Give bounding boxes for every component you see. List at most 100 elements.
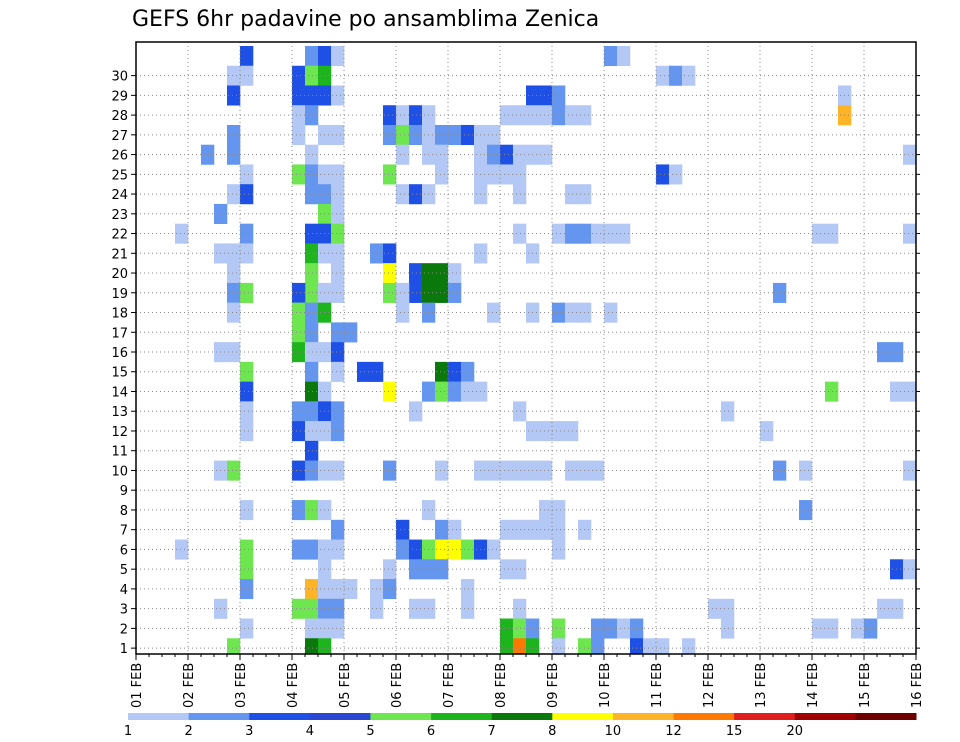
heatmap-cell xyxy=(448,361,462,382)
y-tick-label: 18 xyxy=(111,307,128,322)
heatmap-cell xyxy=(487,539,501,560)
y-tick-label: 30 xyxy=(111,70,128,85)
heatmap-cell xyxy=(240,65,254,86)
heatmap-cell xyxy=(240,243,254,264)
heatmap-cell xyxy=(305,164,319,185)
heatmap-cell xyxy=(448,539,462,560)
heatmap-cell xyxy=(448,124,462,146)
colorbar-swatch xyxy=(673,713,735,720)
heatmap-cell xyxy=(201,144,215,165)
heatmap-cell xyxy=(227,638,241,655)
heatmap-cell xyxy=(903,144,917,165)
heatmap-cell xyxy=(487,460,501,481)
heatmap-cell xyxy=(305,46,319,67)
y-tick-label: 20 xyxy=(111,267,128,282)
heatmap-cell xyxy=(851,618,865,639)
x-tick-label: 08 FEB xyxy=(494,663,509,708)
heatmap-cell xyxy=(396,105,410,126)
colorbar-swatch xyxy=(309,713,371,720)
heatmap-cell xyxy=(669,164,683,185)
heatmap-cell xyxy=(305,500,319,521)
heatmap-cell xyxy=(240,539,254,560)
heatmap-cell xyxy=(227,144,241,165)
heatmap-cell xyxy=(825,618,839,639)
y-tick-label: 14 xyxy=(111,385,128,400)
y-tick-label: 11 xyxy=(111,445,128,460)
heatmap-cell xyxy=(240,500,254,521)
x-tick-label: 15 FEB xyxy=(858,663,873,708)
heatmap-cell xyxy=(240,381,254,402)
heatmap-cell xyxy=(331,282,345,303)
heatmap-cell xyxy=(552,638,566,655)
heatmap-cell xyxy=(357,361,371,382)
heatmap-cell xyxy=(409,401,423,422)
heatmap-cell xyxy=(331,85,345,106)
heatmap-cell xyxy=(292,500,306,521)
heatmap-cell xyxy=(292,65,306,86)
heatmap-cell xyxy=(435,559,449,580)
heatmap-cell xyxy=(513,223,527,244)
x-tick-label: 16 FEB xyxy=(910,663,925,708)
heatmap-cell xyxy=(383,381,397,402)
heatmap-cell xyxy=(227,184,241,205)
heatmap-cell xyxy=(903,223,917,244)
heatmap-cell xyxy=(240,401,254,422)
heatmap-cells xyxy=(175,46,917,655)
heatmap-cell xyxy=(539,105,553,126)
heatmap-cell xyxy=(383,164,397,185)
y-tick-label: 21 xyxy=(111,247,128,262)
y-tick-label: 2 xyxy=(120,622,128,637)
heatmap-cell xyxy=(435,361,449,382)
heatmap-cell xyxy=(448,519,462,540)
heatmap-cell xyxy=(292,322,306,343)
heatmap-cell xyxy=(331,184,345,205)
heatmap-cell xyxy=(565,460,579,481)
heatmap-cell xyxy=(500,460,514,481)
heatmap-cell xyxy=(292,401,306,422)
y-tick-label: 26 xyxy=(111,149,128,164)
heatmap-cell xyxy=(539,519,553,540)
heatmap-cell xyxy=(331,519,345,540)
heatmap-cell xyxy=(461,381,475,402)
heatmap-cell xyxy=(773,282,787,303)
heatmap-cell xyxy=(435,164,449,185)
y-tick-label: 12 xyxy=(111,425,128,440)
heatmap-cell xyxy=(227,342,241,363)
heatmap-cell xyxy=(227,243,241,264)
heatmap-cell xyxy=(305,638,319,655)
heatmap-cell xyxy=(513,460,527,481)
heatmap-cell xyxy=(513,519,527,540)
colorbar-swatch xyxy=(370,713,432,720)
heatmap-cell xyxy=(565,302,579,323)
heatmap-cell xyxy=(708,598,722,619)
heatmap-cell xyxy=(409,105,423,126)
axes: 1234567891011121314151617181920212223242… xyxy=(111,41,925,708)
heatmap-cell xyxy=(240,184,254,205)
heatmap-cell xyxy=(240,282,254,303)
heatmap-cell xyxy=(292,105,306,126)
heatmap-cell xyxy=(435,263,449,284)
heatmap-cell xyxy=(721,598,735,619)
heatmap-cell xyxy=(617,618,631,639)
heatmap-cell xyxy=(240,46,254,67)
heatmap-cell xyxy=(305,65,319,86)
heatmap-cell xyxy=(773,460,787,481)
heatmap-cell xyxy=(435,144,449,165)
heatmap-cell xyxy=(292,342,306,363)
heatmap-cell xyxy=(305,460,319,481)
heatmap-cell xyxy=(305,440,319,461)
heatmap-cell xyxy=(292,282,306,303)
y-tick-label: 25 xyxy=(111,168,128,183)
colorbar-swatch xyxy=(188,713,250,720)
heatmap-cell xyxy=(552,500,566,521)
heatmap-cell xyxy=(240,618,254,639)
chart-title: GEFS 6hr padavine po ansamblima Zenica xyxy=(132,7,599,32)
x-tick-label: 11 FEB xyxy=(650,663,665,708)
heatmap-cell xyxy=(500,559,514,580)
heatmap-cell xyxy=(539,460,553,481)
heatmap-cell xyxy=(448,282,462,303)
heatmap-cell xyxy=(227,65,241,86)
heatmap-cell xyxy=(513,105,527,126)
heatmap-cell xyxy=(331,124,345,146)
heatmap-cell xyxy=(903,559,917,580)
